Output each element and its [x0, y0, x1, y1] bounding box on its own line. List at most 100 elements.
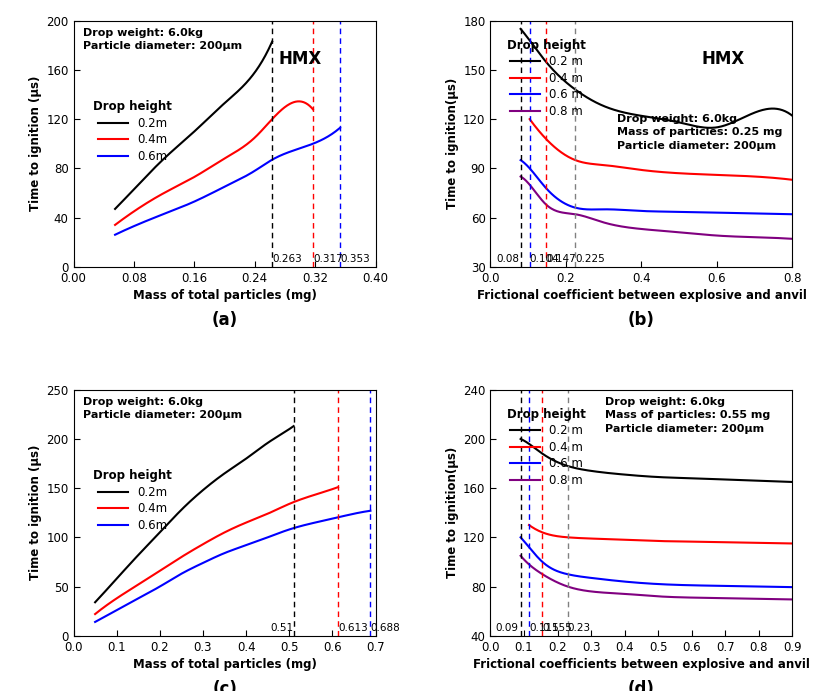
Text: 0.23: 0.23 [568, 623, 591, 633]
0.4m [289, 98, 299, 106]
0.4 m [788, 176, 797, 184]
Line: 0.4 m: 0.4 m [529, 525, 792, 544]
0.2 m [682, 120, 692, 129]
Line: 0.6m: 0.6m [115, 128, 340, 235]
Line: 0.6 m: 0.6 m [520, 160, 792, 214]
Y-axis label: Time to ignition (μs): Time to ignition (μs) [29, 76, 42, 211]
0.2m [212, 475, 221, 483]
Y-axis label: Time to ignition (μs): Time to ignition (μs) [29, 445, 42, 580]
0.6 m [788, 210, 797, 218]
0.2 m [676, 474, 686, 482]
0.2 m [516, 26, 526, 34]
0.2 m [705, 124, 715, 132]
X-axis label: Mass of total particles (mg): Mass of total particles (mg) [132, 289, 316, 302]
Text: 0.613: 0.613 [338, 623, 368, 633]
0.4m [227, 150, 237, 158]
0.4m [333, 483, 343, 491]
X-axis label: Frictional coefficient between explosive and anvil: Frictional coefficient between explosive… [476, 289, 806, 302]
0.2m [110, 205, 120, 213]
0.4 m [763, 173, 773, 182]
0.2m [208, 478, 217, 486]
Text: Drop weight: 6.0kg
Mass of particles: 0.55 mg
Particle diameter: 200μm: Drop weight: 6.0kg Mass of particles: 0.… [605, 397, 770, 433]
0.6 m [516, 533, 525, 542]
0.2m [90, 598, 100, 607]
0.4 m [788, 540, 797, 548]
Text: 0.225: 0.225 [575, 254, 605, 264]
0.6 m [682, 208, 692, 216]
0.2 m [516, 435, 525, 443]
Line: 0.2 m: 0.2 m [520, 29, 792, 128]
0.4m [310, 491, 320, 499]
Line: 0.4m: 0.4m [95, 487, 338, 614]
0.2m [243, 77, 252, 86]
0.4 m [685, 170, 695, 178]
0.8 m [516, 553, 526, 561]
0.2m [203, 114, 213, 122]
0.6 m [676, 208, 686, 216]
0.8 m [682, 594, 692, 602]
Line: 0.6 m: 0.6 m [520, 538, 792, 587]
Line: 0.2m: 0.2m [95, 426, 293, 603]
0.6 m [516, 534, 526, 542]
0.8 m [788, 235, 797, 243]
0.8 m [762, 595, 772, 603]
Text: 0.353: 0.353 [340, 254, 370, 264]
Line: 0.2m: 0.2m [115, 41, 272, 209]
0.6m [340, 511, 350, 520]
0.6m [92, 617, 101, 625]
0.2 m [516, 25, 525, 33]
Text: 0.317: 0.317 [313, 254, 342, 264]
Text: 0.08: 0.08 [496, 254, 519, 264]
0.6m [110, 231, 120, 239]
0.6 m [745, 209, 755, 218]
0.2 m [516, 435, 526, 444]
0.2 m [788, 478, 797, 486]
X-axis label: Frictional coefficients between explosive and anvil: Frictional coefficients between explosiv… [473, 658, 810, 671]
0.8 m [788, 595, 797, 603]
0.6m [259, 535, 269, 543]
0.6 m [676, 581, 686, 589]
0.4 m [746, 172, 756, 180]
Text: Drop weight: 6.0kg
Particle diameter: 200μm: Drop weight: 6.0kg Particle diameter: 20… [83, 28, 242, 51]
0.4 m [524, 521, 534, 529]
Text: HMX: HMX [702, 50, 745, 68]
0.2m [110, 205, 120, 213]
Text: (b): (b) [628, 311, 655, 329]
0.6 m [682, 581, 692, 589]
0.4 m [681, 538, 690, 546]
0.2 m [745, 476, 755, 484]
0.4m [228, 149, 238, 158]
0.4m [308, 105, 318, 113]
Text: 0.263: 0.263 [272, 254, 302, 264]
0.6m [300, 142, 310, 151]
0.2 m [788, 112, 797, 120]
0.4m [295, 495, 305, 504]
0.8 m [516, 173, 526, 181]
0.6m [315, 137, 324, 145]
Legend: 0.2 m, 0.4 m, 0.6 m, 0.8 m: 0.2 m, 0.4 m, 0.6 m, 0.8 m [502, 34, 591, 122]
Line: 0.4m: 0.4m [115, 102, 313, 225]
0.8 m [676, 228, 686, 236]
0.6 m [762, 209, 772, 218]
0.2m [267, 37, 277, 46]
0.2 m [677, 119, 687, 127]
0.2 m [746, 110, 756, 118]
0.8 m [516, 172, 525, 180]
0.4m [239, 520, 248, 528]
Y-axis label: Time to ignition(μs): Time to ignition(μs) [446, 447, 459, 578]
0.2 m [676, 119, 686, 127]
0.4m [111, 220, 121, 229]
0.8 m [745, 233, 755, 241]
Line: 0.2 m: 0.2 m [520, 439, 792, 482]
0.6 m [745, 583, 755, 591]
0.8 m [745, 594, 755, 603]
Text: (a): (a) [212, 311, 238, 329]
0.8 m [682, 229, 692, 237]
Text: Drop weight: 6.0kg
Particle diameter: 200μm: Drop weight: 6.0kg Particle diameter: 20… [83, 397, 242, 420]
0.2m [257, 442, 267, 451]
0.6m [254, 536, 264, 545]
Y-axis label: Time to ignition(μs): Time to ignition(μs) [446, 78, 459, 209]
0.4 m [685, 538, 695, 546]
0.6m [253, 537, 263, 545]
0.8 m [516, 551, 525, 560]
